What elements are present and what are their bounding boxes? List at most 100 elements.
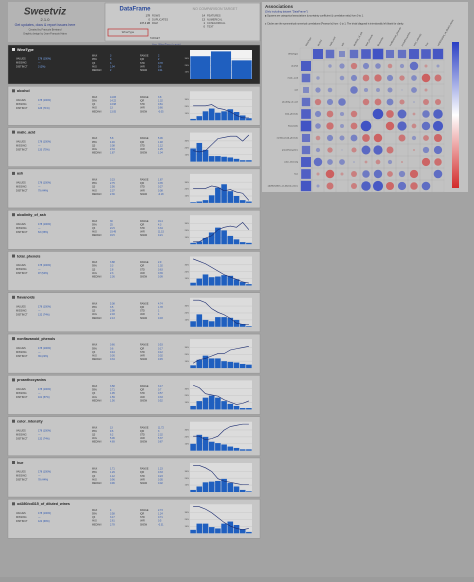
stat-value: 13 [110, 426, 113, 429]
stat-value: 5.8 [110, 137, 114, 140]
stat-label: DISTINCT [16, 231, 28, 234]
hist-bar [208, 195, 215, 203]
feature-name: flavanoids [17, 296, 35, 300]
stat-label: Q3 [92, 351, 96, 354]
hist-bar [202, 149, 209, 162]
feature-name: WineType [17, 48, 34, 52]
hist-bar [239, 160, 246, 162]
stat-label: VAR [140, 520, 145, 523]
hist-bar [202, 355, 209, 369]
hist-bar [233, 486, 240, 492]
stat-label: SKEW [140, 523, 148, 526]
stat-label: IQR [140, 265, 145, 268]
hist-bar [239, 324, 246, 327]
association-circle [387, 87, 393, 93]
association-circle [362, 74, 370, 82]
stat-value: 2.75 [110, 182, 115, 185]
hist-bar [215, 480, 221, 492]
stat-value: 0.34 [110, 358, 115, 361]
stat-label: AVG [92, 520, 97, 523]
y-tick-label: 20% [185, 271, 189, 273]
association-circle [326, 182, 334, 190]
association-circle [432, 120, 444, 132]
association-circle [360, 120, 372, 132]
stat-value: 3 [158, 430, 160, 433]
association-circle [339, 63, 345, 69]
hist-bar [202, 237, 209, 245]
stat-label: MISSING [16, 227, 27, 230]
stat-label: DISTINCT [16, 313, 28, 316]
stat-value: 3 [110, 58, 112, 61]
stat-label: 95% [92, 100, 98, 103]
hist-bar [239, 489, 246, 492]
association-circle [338, 98, 346, 106]
association-circle [372, 180, 384, 192]
col-label: color_intensity [413, 32, 423, 46]
stat-label: MEDIAN [92, 482, 102, 485]
hist-bar [246, 491, 252, 492]
stat-label: VAR [140, 437, 145, 440]
stat-label: DISTINCT [16, 272, 28, 275]
association-circle [350, 86, 358, 94]
card-icon [12, 295, 15, 299]
updates-link[interactable]: Get updates, docs & report issues here [15, 23, 76, 27]
stat-label: STD [140, 103, 145, 106]
association-circle [398, 170, 406, 178]
stat-value: 2.98 [110, 310, 115, 313]
stat-label: AVG [92, 148, 97, 151]
y-tick-label: 10% [185, 237, 189, 239]
stat-value: 178 (100%) [38, 471, 51, 474]
stat-label: VALUES [16, 347, 26, 350]
hist-bar [202, 319, 209, 327]
stat-value: 3.58 [110, 513, 115, 516]
y-tick-label: 20% [185, 354, 189, 356]
feature-name: proanthocyanins [17, 378, 46, 382]
hist-bar [202, 397, 209, 410]
stat-value: 1.04 [158, 152, 163, 155]
hist-bar [208, 395, 215, 410]
associations-panel [262, 2, 468, 192]
hist-bar [221, 184, 227, 203]
stat-value: 101 (57%) [38, 396, 50, 399]
stat-value: 1.95 [110, 392, 115, 395]
hist-bar [196, 314, 203, 327]
hist-bar [190, 148, 196, 162]
stat-label: 95% [92, 306, 98, 309]
association-circle [401, 89, 403, 91]
y-tick-label: 30% [185, 512, 189, 514]
association-square [397, 49, 407, 59]
association-square [301, 133, 311, 143]
stat-value: 2.37 [110, 189, 115, 192]
target-name[interactable]: WineType [122, 30, 135, 34]
stat-value: 13 [110, 107, 113, 110]
df-stat-label: RAM [152, 21, 158, 25]
stat-label: MAX [92, 55, 98, 58]
hist-bar [239, 200, 246, 203]
stat-value: 9.6 [110, 430, 114, 433]
hist-bar [246, 449, 252, 451]
association-circle [326, 134, 334, 142]
association-circle [433, 133, 443, 143]
stat-value: 25 [110, 223, 113, 226]
hist-bar [208, 232, 215, 245]
stat-value: 2.34 [110, 148, 115, 151]
stat-value: --- [38, 62, 41, 65]
y-tick-label: 20% [185, 313, 189, 315]
hist-bar [246, 326, 252, 327]
stat-value: 1.48 [158, 141, 163, 144]
target-button[interactable] [107, 28, 149, 37]
hist-bar [221, 317, 227, 327]
stat-label: DISTINCT [16, 479, 28, 482]
association-circle [436, 64, 440, 68]
hist-bar [202, 200, 209, 203]
stat-label: IQR [140, 430, 145, 433]
version: 2.1.0 [41, 17, 51, 22]
card-icon [12, 130, 15, 134]
stat-value: 1.87 [110, 152, 115, 155]
stat-value: 1.12 [158, 144, 163, 147]
hist-bar [202, 482, 209, 492]
df-stat-value: 13 [202, 17, 205, 21]
stat-value: --- [38, 392, 41, 395]
stat-label: STD [140, 434, 145, 437]
